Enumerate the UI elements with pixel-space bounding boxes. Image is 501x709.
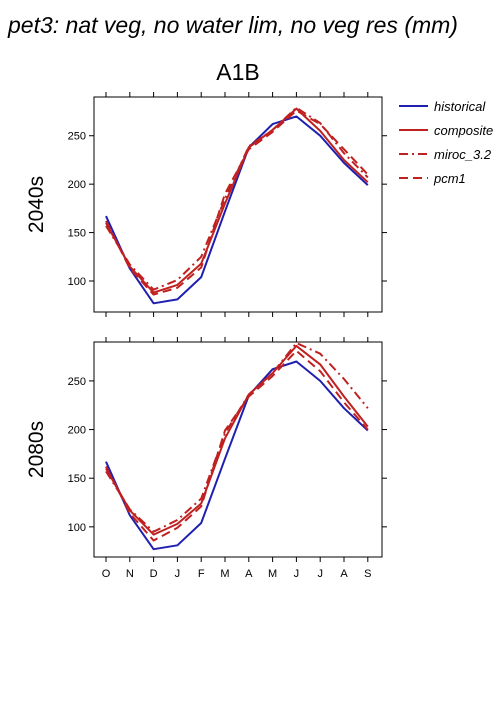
series-line-composite: [105, 107, 369, 294]
series-line-historical: [105, 115, 369, 305]
panel-2080s: 100 150 200 250 O N D J F M A M J J A S 2080s: [25, 337, 387, 580]
x-tick-label: O: [102, 568, 111, 580]
y-tick-label: 150: [68, 228, 86, 240]
series-line-pcm1: [105, 109, 369, 296]
plot-frame: [93, 96, 383, 313]
legend-label: pcm1: [433, 171, 466, 186]
series-line-pcm1: [105, 349, 369, 542]
legend-item: miroc_3.2: [399, 147, 492, 162]
y-tick-label: 250: [68, 376, 86, 388]
y-tick-label: 250: [68, 131, 86, 143]
x-tick-label: J: [294, 568, 300, 580]
chart-title: A1B: [216, 59, 259, 85]
y-tick-label: 100: [68, 276, 86, 288]
legend: historical composite miroc_3.2 pcm1: [399, 99, 493, 186]
legend-item: composite: [399, 123, 493, 138]
panel-2040s: 100 150 200 250 2040s: [25, 92, 387, 317]
panels: 100 150 200 250 2040s 100 150 200 250 O N D J F M A M J J A…: [25, 92, 387, 580]
y-axis-label: 2080s: [25, 421, 48, 478]
legend-label: miroc_3.2: [434, 147, 492, 162]
legend-label: composite: [434, 123, 493, 138]
x-tick-label: F: [198, 568, 205, 580]
series-line-historical: [105, 360, 369, 551]
x-tick-label: J: [317, 568, 323, 580]
legend-item: historical: [399, 99, 486, 114]
y-axis-label: 2040s: [25, 176, 48, 233]
legend-label: historical: [434, 99, 486, 114]
x-tick-label: A: [245, 568, 253, 580]
x-tick-label: M: [268, 568, 277, 580]
legend-item: pcm1: [399, 171, 466, 186]
y-tick-label: 200: [68, 425, 86, 437]
x-tick-label: N: [126, 568, 134, 580]
x-tick-label: A: [340, 568, 348, 580]
y-tick-label: 200: [68, 179, 86, 191]
series-line-miroc-3-2: [105, 342, 369, 533]
x-tick-label: J: [175, 568, 181, 580]
series-line-miroc-3-2: [105, 106, 369, 291]
x-tick-label: S: [364, 568, 371, 580]
y-tick-label: 100: [68, 522, 86, 534]
series-line-composite: [105, 344, 369, 536]
page-title: pet3: nat veg, no water lim, no veg res …: [7, 12, 458, 38]
y-tick-label: 150: [68, 473, 86, 485]
x-tick-label: D: [150, 568, 158, 580]
x-tick-label: M: [220, 568, 229, 580]
plot-frame: [93, 341, 383, 558]
